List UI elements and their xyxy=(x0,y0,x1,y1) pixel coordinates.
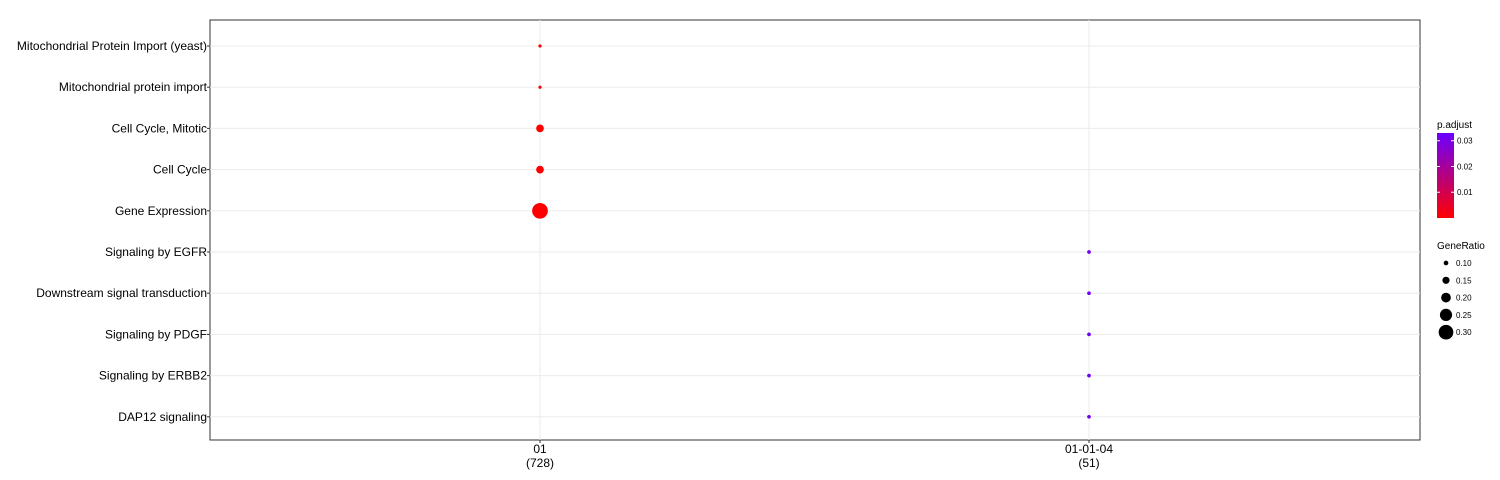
size-legend-dot xyxy=(1438,324,1454,340)
size-legend-label: 0.20 xyxy=(1456,294,1472,303)
color-legend-label: 0.03 xyxy=(1457,137,1473,146)
size-legend: GeneRatio 0.10 0.15 0.20 0.25 0.30 xyxy=(1437,241,1485,340)
color-legend: p.adjust 0.01 0.02 0.03 xyxy=(1437,120,1473,218)
x-axis-labels: 01(728) 01-01-04(51) xyxy=(526,440,1113,470)
data-point xyxy=(1087,250,1091,254)
x-tick-label: 01-01-04 xyxy=(1065,442,1113,456)
color-legend-label: 0.02 xyxy=(1457,162,1473,171)
x-tick-label: 01 xyxy=(533,442,547,456)
y-axis-labels: Mitochondrial Protein Import (yeast) Mito… xyxy=(17,39,210,424)
y-tick-label: DAP12 signaling xyxy=(118,410,207,424)
size-legend-dot xyxy=(1439,308,1453,321)
color-legend-bar xyxy=(1437,133,1454,218)
y-tick-label: Downstream signal transduction xyxy=(36,286,207,300)
y-tick-label: Cell Cycle xyxy=(153,163,207,177)
y-tick-label: Cell Cycle, Mitotic xyxy=(112,121,207,135)
size-legend-dot xyxy=(1442,276,1450,284)
size-legend-title: GeneRatio xyxy=(1437,241,1485,252)
data-point xyxy=(1087,373,1091,378)
data-point xyxy=(532,202,548,219)
data-point xyxy=(538,44,542,48)
data-point xyxy=(536,165,544,174)
y-tick-label: Signaling by PDGF xyxy=(105,327,207,341)
x-tick-count: (51) xyxy=(1078,456,1099,470)
data-point xyxy=(1087,414,1091,419)
x-tick-count: (728) xyxy=(526,456,554,470)
y-tick-label: Signaling by EGFR xyxy=(105,245,207,259)
y-tick-label: Mitochondrial protein import xyxy=(59,80,208,94)
size-legend-dot xyxy=(1441,292,1451,303)
data-point xyxy=(1087,291,1091,296)
size-legend-label: 0.15 xyxy=(1456,276,1472,285)
data-points xyxy=(532,44,1091,419)
size-legend-label: 0.30 xyxy=(1456,328,1472,337)
data-point xyxy=(536,124,544,133)
data-point xyxy=(1087,332,1091,337)
data-point xyxy=(538,85,542,89)
y-tick-label: Mitochondrial Protein Import (yeast) xyxy=(17,39,207,53)
plot-panel xyxy=(209,19,1421,441)
y-tick-label: Gene Expression xyxy=(115,204,207,218)
color-legend-title: p.adjust xyxy=(1437,120,1472,131)
size-legend-label: 0.25 xyxy=(1456,311,1472,320)
size-legend-dot xyxy=(1443,260,1449,266)
size-legend-label: 0.10 xyxy=(1456,259,1472,268)
grid-lines xyxy=(210,20,1420,440)
color-legend-label: 0.01 xyxy=(1457,188,1473,197)
y-tick-label: Signaling by ERBB2 xyxy=(99,369,207,383)
